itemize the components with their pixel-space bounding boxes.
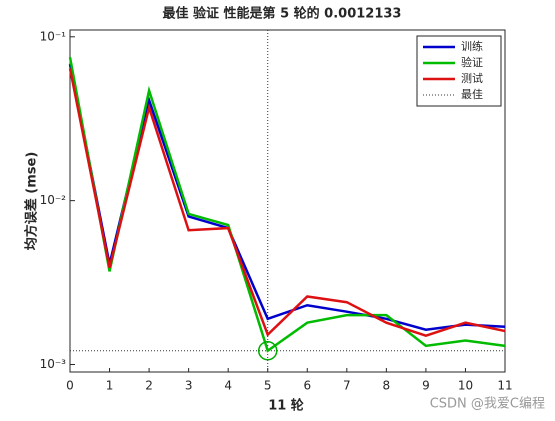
x-tick-label: 9: [422, 379, 430, 393]
series-line: [68, 68, 506, 337]
x-tick-label: 8: [383, 379, 391, 393]
x-tick-label: 2: [145, 379, 153, 393]
x-tick-label: 7: [343, 379, 351, 393]
y-tick-label: 10⁻¹: [40, 29, 67, 43]
x-tick-label: 11: [497, 379, 512, 393]
x-tick-label: 4: [224, 379, 232, 393]
y-tick-label: 10⁻³: [40, 357, 67, 371]
x-tick-label: 1: [106, 379, 114, 393]
x-label: 11 轮: [268, 398, 304, 414]
series-line: [68, 63, 506, 332]
x-tick-label: 10: [458, 379, 473, 393]
chart-title: 最佳 验证 性能是第 5 轮的 0.0012133: [163, 6, 402, 22]
watermark: CSDN @我爱C编程: [430, 397, 545, 412]
y-label: 均方误差 (mse): [24, 152, 40, 251]
x-tick-label: 0: [66, 379, 74, 393]
x-tick-label: 6: [303, 379, 311, 393]
legend-label: 最佳: [461, 87, 483, 101]
x-tick-label: 3: [185, 379, 193, 393]
series-line: [68, 57, 506, 353]
legend-label: 验证: [461, 55, 483, 69]
y-tick-label: 10⁻²: [40, 193, 67, 207]
legend-label: 训练: [461, 39, 483, 53]
x-tick-label: 5: [264, 379, 272, 393]
best-marker: [257, 340, 278, 361]
legend-label: 测试: [461, 72, 483, 85]
